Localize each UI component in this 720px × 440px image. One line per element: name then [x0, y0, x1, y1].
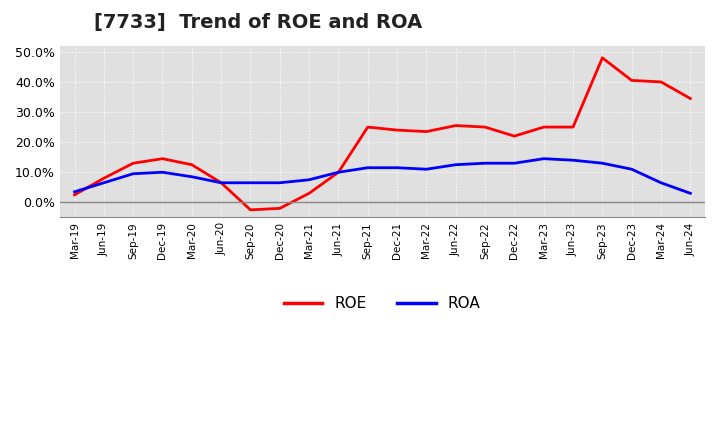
ROE [569, 125, 577, 130]
ROE [510, 133, 518, 139]
ROA [364, 165, 372, 170]
ROE [657, 79, 665, 84]
ROE [71, 192, 79, 198]
ROE [393, 128, 402, 133]
ROE [451, 123, 460, 128]
ROE [246, 207, 255, 213]
ROE [539, 125, 548, 130]
ROA [334, 169, 343, 175]
ROA [686, 191, 695, 196]
ROE [99, 176, 108, 181]
ROA [217, 180, 225, 185]
ROE [422, 129, 431, 134]
ROA [598, 161, 607, 166]
ROE [217, 180, 225, 185]
ROA [393, 165, 402, 170]
ROA [129, 171, 138, 176]
ROE [129, 161, 138, 166]
Legend: ROE, ROA: ROE, ROA [278, 290, 487, 318]
ROA [481, 161, 490, 166]
ROA [569, 158, 577, 163]
ROE [364, 125, 372, 130]
ROE [627, 78, 636, 83]
ROA [305, 177, 313, 183]
ROA [99, 180, 108, 185]
Text: [7733]  Trend of ROE and ROA: [7733] Trend of ROE and ROA [94, 13, 422, 32]
ROE [158, 156, 167, 161]
ROA [539, 156, 548, 161]
ROA [246, 180, 255, 185]
Line: ROE: ROE [75, 58, 690, 210]
ROA [187, 174, 196, 180]
ROA [276, 180, 284, 185]
ROE [276, 206, 284, 211]
ROE [334, 169, 343, 175]
ROA [657, 180, 665, 185]
ROE [305, 191, 313, 196]
ROA [451, 162, 460, 167]
ROA [71, 189, 79, 194]
ROA [422, 167, 431, 172]
ROE [481, 125, 490, 130]
ROE [686, 96, 695, 101]
ROE [598, 55, 607, 60]
ROA [510, 161, 518, 166]
ROA [627, 167, 636, 172]
ROA [158, 169, 167, 175]
Line: ROA: ROA [75, 159, 690, 193]
ROE [187, 162, 196, 167]
